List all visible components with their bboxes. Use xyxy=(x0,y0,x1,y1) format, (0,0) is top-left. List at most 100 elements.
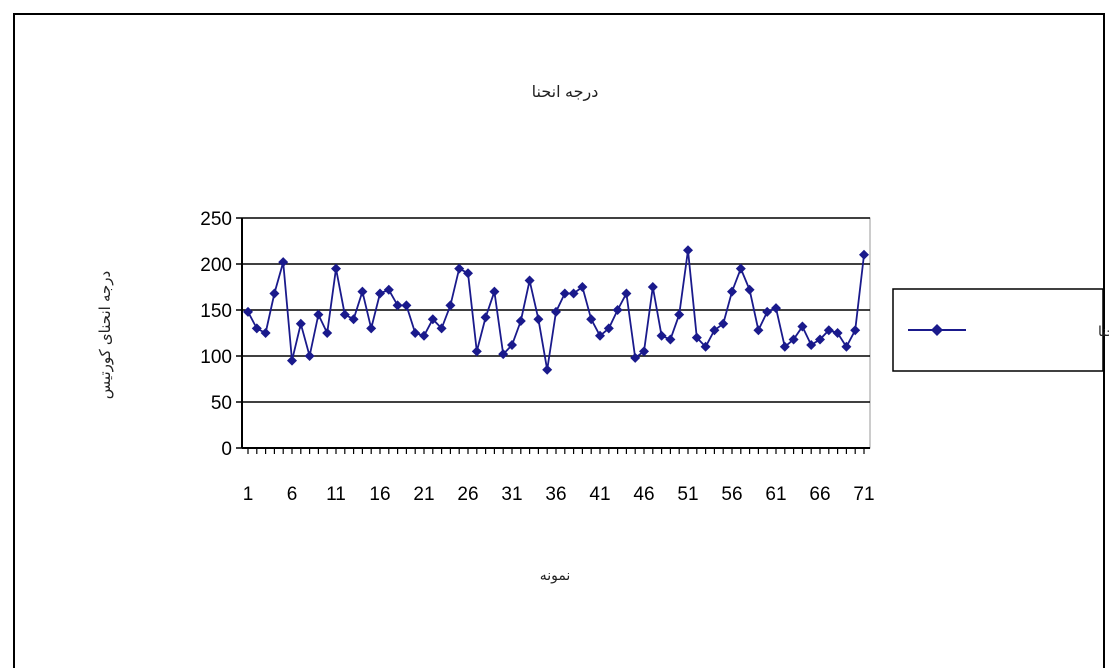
data-point xyxy=(779,341,790,352)
data-point xyxy=(260,328,271,338)
data-point xyxy=(401,300,412,311)
data-point xyxy=(287,355,297,366)
gridlines xyxy=(242,217,870,403)
y-axis-label: درجه انحنای کورتیس xyxy=(97,271,114,399)
data-point xyxy=(595,330,605,341)
data-point xyxy=(559,288,570,299)
data-point xyxy=(639,346,649,357)
data-point xyxy=(463,268,473,279)
data-point xyxy=(331,263,341,274)
legend-entry-label: درجه انحنا xyxy=(1098,323,1109,340)
data-point xyxy=(375,288,385,299)
data-point xyxy=(322,328,333,338)
x-tick-label: 41 xyxy=(589,484,610,505)
data-point xyxy=(612,305,623,315)
x-tick-label: 36 xyxy=(545,484,566,505)
y-tick-label: 150 xyxy=(200,301,232,322)
y-tick-label: 200 xyxy=(200,255,232,276)
data-point xyxy=(735,263,746,274)
data-point xyxy=(471,346,482,357)
data-point xyxy=(498,349,509,360)
data-point xyxy=(524,275,535,286)
data-point xyxy=(850,325,861,336)
data-point xyxy=(744,284,755,295)
data-point xyxy=(832,328,843,338)
data-point xyxy=(630,352,641,363)
legend: درجه انحنا xyxy=(892,288,1109,372)
data-point xyxy=(348,314,359,325)
data-point xyxy=(674,309,685,320)
x-tick-label: 31 xyxy=(501,484,522,505)
x-tick-label: 16 xyxy=(369,484,390,505)
data-point xyxy=(788,334,799,345)
data-point xyxy=(797,321,808,332)
data-point xyxy=(507,339,517,350)
data-point xyxy=(621,288,632,299)
data-point xyxy=(823,325,834,336)
data-point xyxy=(815,334,825,345)
y-axis-label-group: درجه انحنای کورتیس xyxy=(97,271,114,399)
legend-marker-sample xyxy=(931,324,943,336)
x-tick-label: 11 xyxy=(326,484,346,505)
x-tick-label: 21 xyxy=(413,484,434,505)
data-point xyxy=(665,334,676,345)
data-point xyxy=(551,306,561,317)
data-point xyxy=(313,309,324,320)
data-point xyxy=(366,323,377,334)
data-point xyxy=(489,286,500,297)
data-point xyxy=(841,341,852,352)
data-point xyxy=(436,323,447,334)
data-point xyxy=(278,257,289,268)
data-point xyxy=(295,318,306,329)
x-tick-label: 71 xyxy=(853,484,874,505)
data-point xyxy=(656,330,667,341)
data-point xyxy=(586,314,597,325)
data-point xyxy=(806,339,817,350)
data-point xyxy=(691,332,702,343)
x-tick-label: 1 xyxy=(243,484,254,505)
data-point xyxy=(700,341,711,352)
chart-title: درجه انحنا xyxy=(532,84,599,102)
y-tick-label: 50 xyxy=(211,393,232,414)
data-point xyxy=(603,323,614,334)
x-tick-label: 61 xyxy=(765,484,786,505)
data-point xyxy=(542,364,553,375)
y-tick-label: 0 xyxy=(221,439,232,460)
series-layer xyxy=(243,245,869,375)
data-point xyxy=(647,282,658,292)
data-point xyxy=(753,325,764,336)
x-axis-label: نمونه xyxy=(540,567,571,584)
data-point xyxy=(392,300,403,311)
data-point xyxy=(718,318,729,329)
x-tick-label: 6 xyxy=(287,484,298,505)
data-point xyxy=(727,286,737,297)
x-tick-label: 51 xyxy=(677,484,698,505)
data-point xyxy=(771,303,781,314)
x-tick-label: 66 xyxy=(809,484,830,505)
data-point xyxy=(427,314,438,325)
y-tick-label: 250 xyxy=(200,209,232,230)
data-point xyxy=(383,284,394,295)
x-tick-label: 46 xyxy=(633,484,654,505)
data-point xyxy=(762,306,773,317)
data-point xyxy=(480,312,491,323)
data-point xyxy=(339,309,350,320)
data-point xyxy=(445,300,456,311)
data-point xyxy=(419,330,429,341)
data-point xyxy=(568,288,579,299)
data-point xyxy=(454,263,465,274)
data-point xyxy=(357,286,368,297)
x-tick-label: 26 xyxy=(457,484,478,505)
data-point xyxy=(304,351,315,361)
data-point xyxy=(410,328,421,338)
data-point xyxy=(269,288,280,299)
data-point xyxy=(533,314,544,325)
data-point xyxy=(683,245,693,256)
x-axis: 1 6 11 16 21 26 31 36 41 46 51 56 61 66 71 xyxy=(241,218,875,505)
data-point xyxy=(251,323,262,334)
data-point xyxy=(577,282,588,292)
data-point xyxy=(859,249,869,260)
data-point xyxy=(515,316,526,327)
